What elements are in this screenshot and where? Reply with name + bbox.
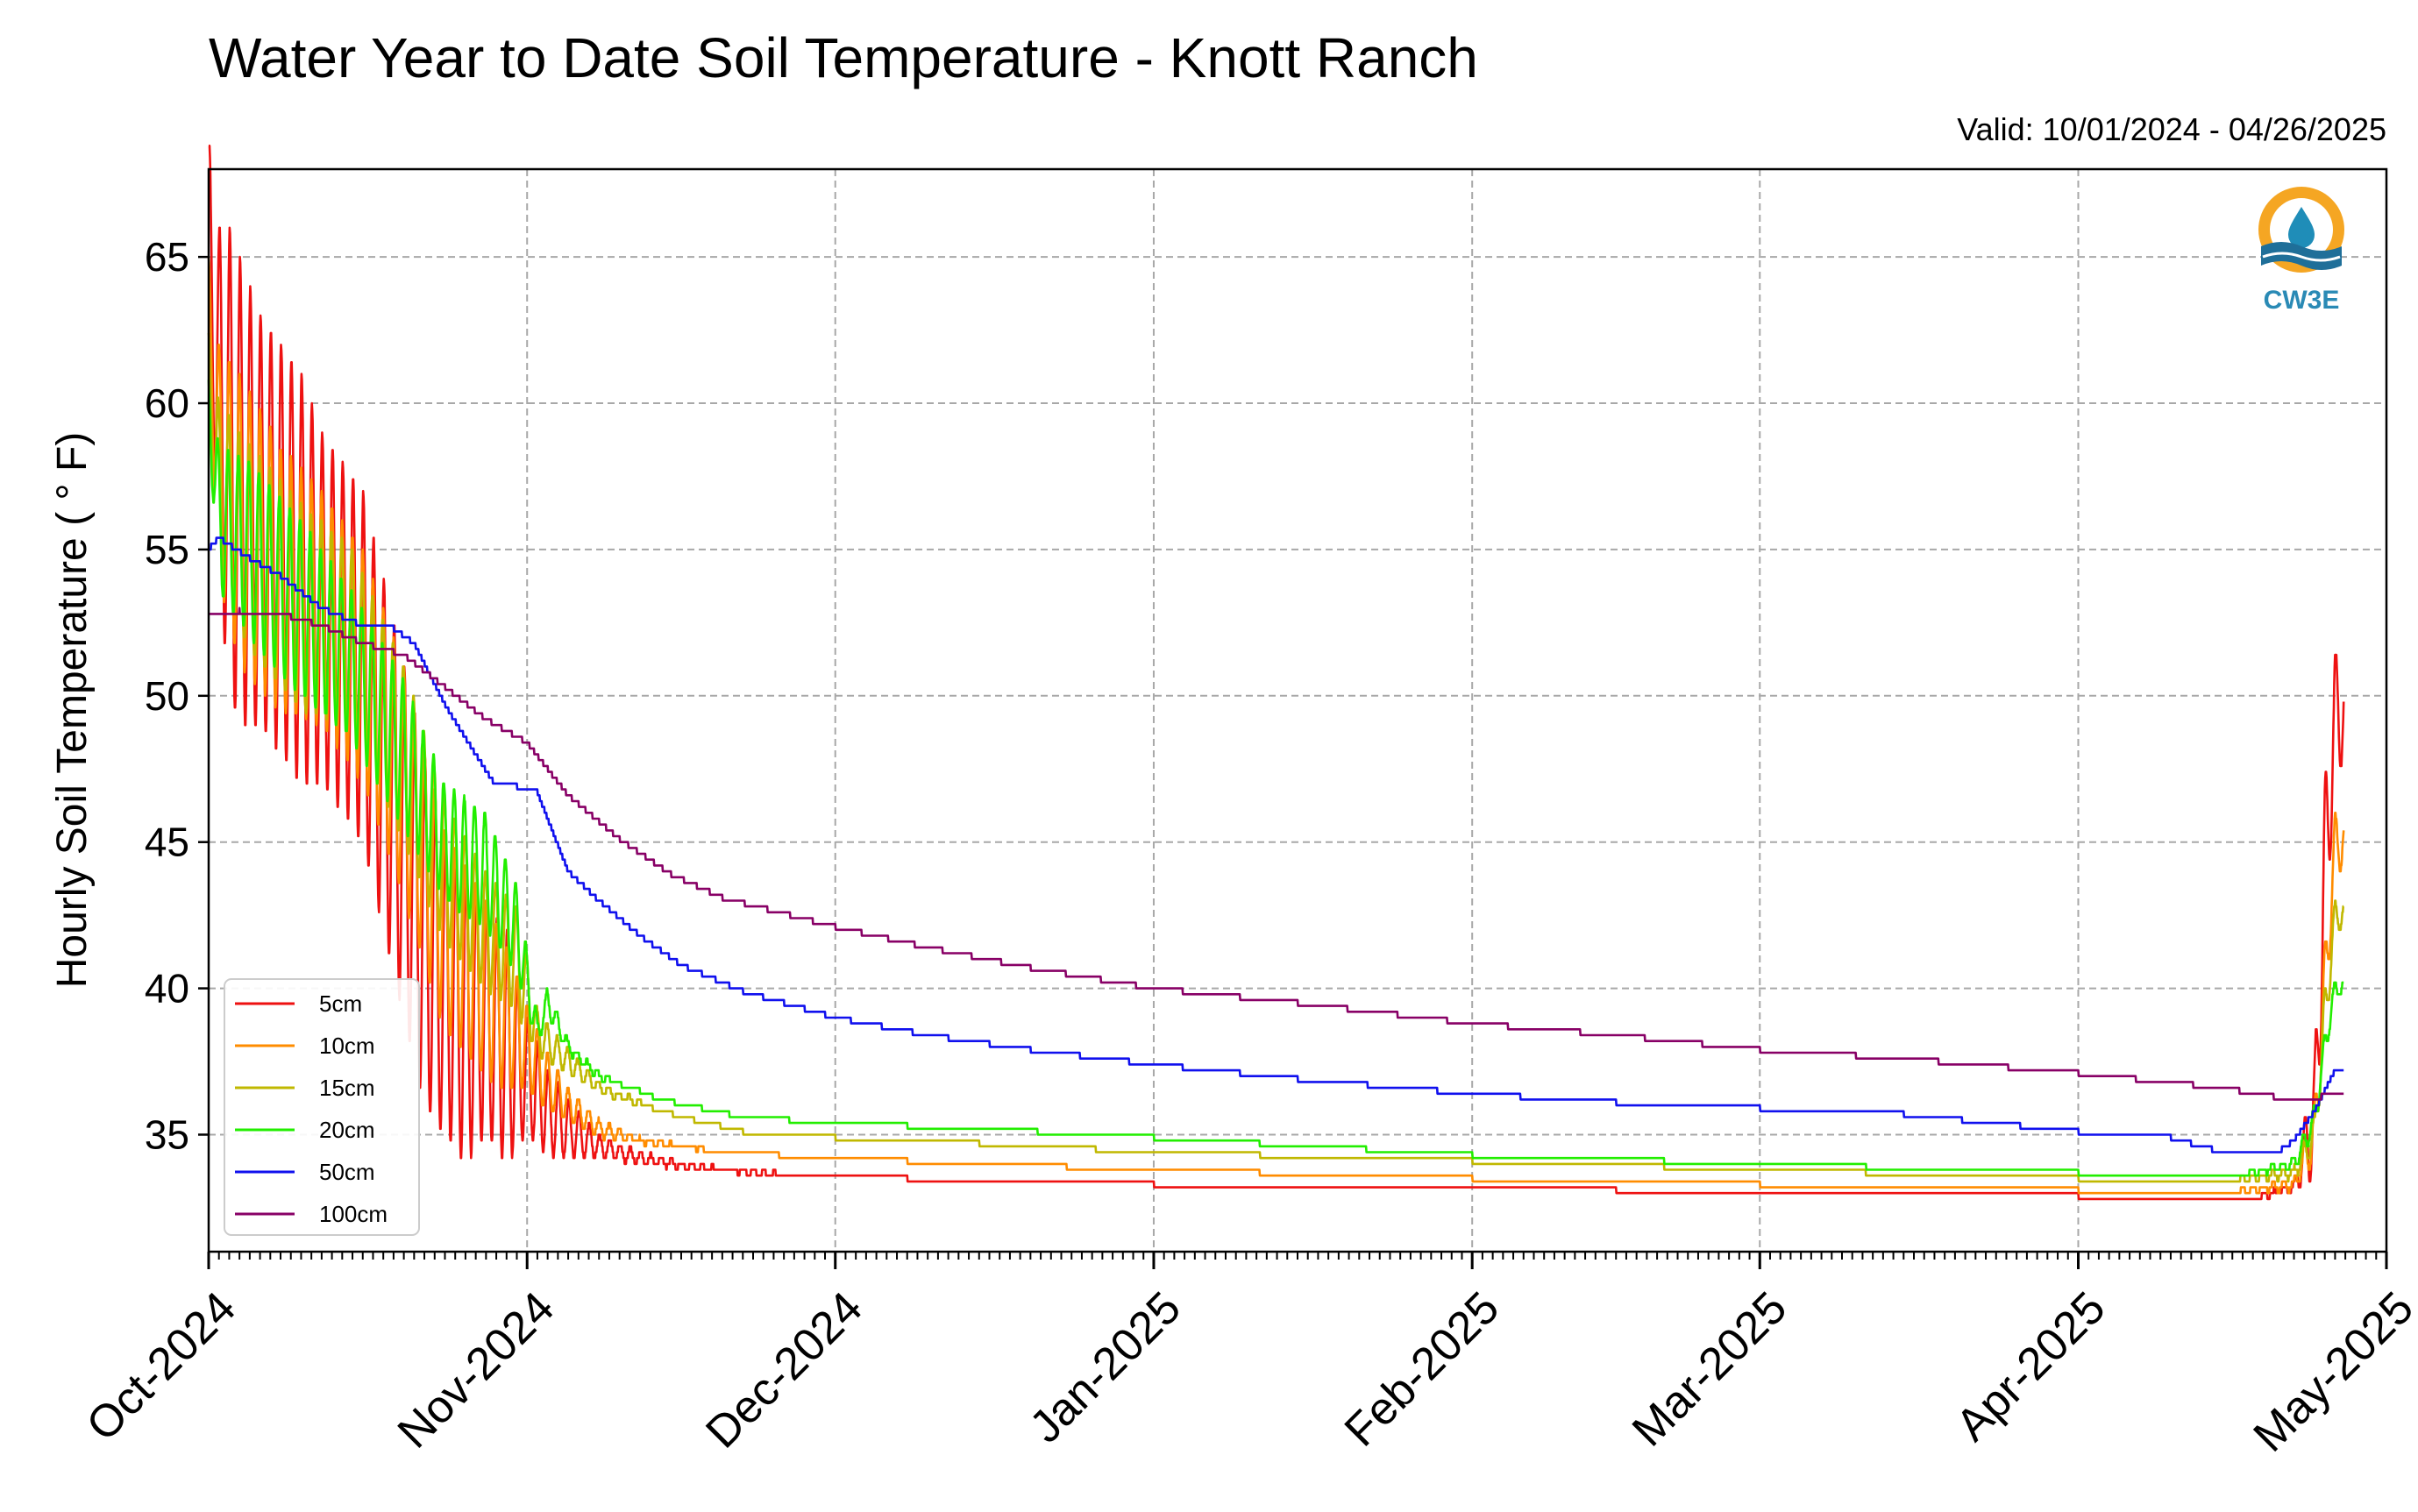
y-tick-label: 55 bbox=[145, 527, 189, 572]
legend-label-100cm: 100cm bbox=[319, 1201, 388, 1227]
legend-label-50cm: 50cm bbox=[319, 1159, 375, 1185]
legend: 5cm 10cm 15cm 20cm 50cm 100cm bbox=[224, 978, 420, 1236]
chart-title: Water Year to Date Soil Temperature - Kn… bbox=[209, 26, 1478, 89]
y-tick-label: 40 bbox=[145, 966, 189, 1012]
valid-date-range: Valid: 10/01/2024 - 04/26/2025 bbox=[1957, 111, 2386, 147]
legend-box bbox=[224, 978, 420, 1236]
series-line-10cm bbox=[207, 257, 2345, 1195]
water-drop-icon bbox=[2288, 207, 2315, 248]
x-minor-ticks bbox=[208, 1252, 2387, 1260]
y-tick-label: 50 bbox=[145, 673, 189, 719]
logo-text: CW3E bbox=[2264, 286, 2340, 315]
legend-label-15cm: 15cm bbox=[319, 1075, 375, 1101]
grid-lines bbox=[209, 169, 2386, 1252]
legend-label-5cm: 5cm bbox=[319, 990, 362, 1017]
legend-label-10cm: 10cm bbox=[319, 1033, 375, 1059]
series-line-50cm bbox=[208, 536, 2344, 1154]
y-tick-label: 35 bbox=[145, 1111, 189, 1157]
series-line-5cm bbox=[208, 145, 2345, 1201]
legend-label-20cm: 20cm bbox=[319, 1117, 375, 1143]
logo-wave-line bbox=[2262, 252, 2341, 262]
series-lines bbox=[207, 145, 2345, 1201]
series-line-100cm bbox=[208, 607, 2344, 1101]
cw3e-logo: CW3E bbox=[2258, 187, 2344, 315]
series-line-15cm bbox=[207, 332, 2344, 1183]
y-tick-label: 65 bbox=[145, 234, 189, 280]
y-axis-ticks: 35 40 45 50 55 60 65 bbox=[145, 234, 209, 1157]
series-line-20cm bbox=[207, 380, 2344, 1177]
y-tick-label: 60 bbox=[145, 380, 189, 426]
y-tick-label: 45 bbox=[145, 820, 189, 865]
y-axis-label: Hourly Soil Temperature ( ° F) bbox=[49, 432, 96, 989]
